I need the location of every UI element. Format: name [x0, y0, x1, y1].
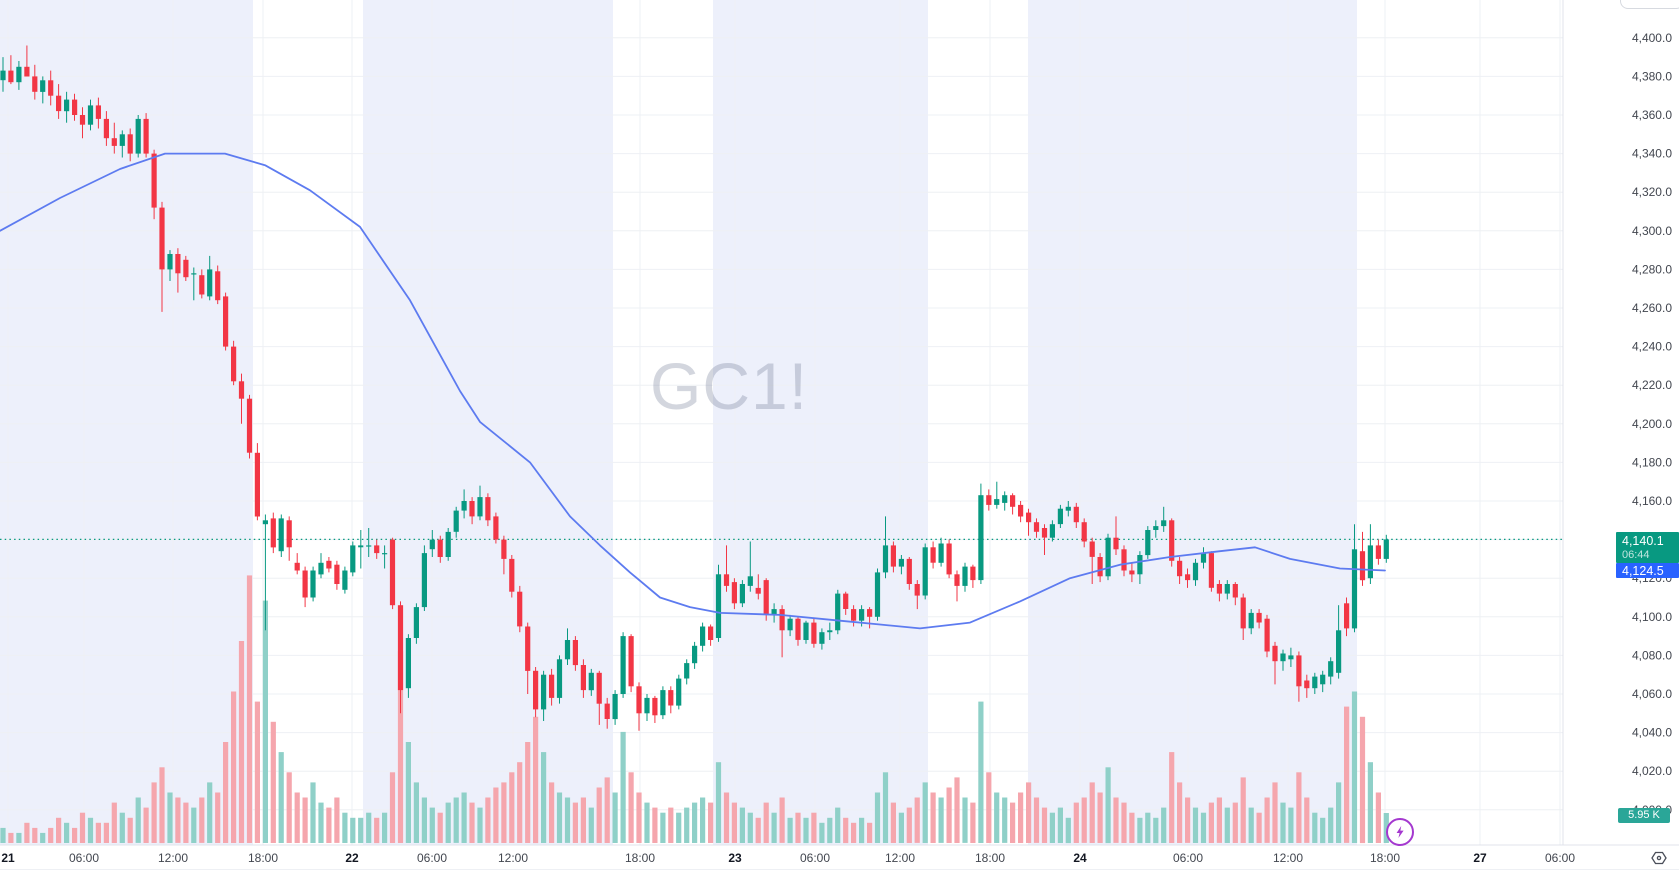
- svg-text:4,080.0: 4,080.0: [1632, 648, 1672, 662]
- flash-boost-button[interactable]: [1386, 818, 1414, 846]
- svg-text:06:00: 06:00: [1173, 851, 1203, 865]
- volume-bars: [0, 575, 1389, 844]
- svg-text:4,300.0: 4,300.0: [1632, 224, 1672, 238]
- floating-toolbar-edge: [1620, 0, 1679, 9]
- reference-price-badge: 4,124.5: [1616, 563, 1679, 578]
- svg-text:4,260.0: 4,260.0: [1632, 301, 1672, 315]
- svg-text:4,340.0: 4,340.0: [1632, 147, 1672, 161]
- svg-text:22: 22: [345, 851, 359, 865]
- candles: [0, 45, 1389, 731]
- svg-text:4,040.0: 4,040.0: [1632, 726, 1672, 740]
- svg-text:12:00: 12:00: [158, 851, 188, 865]
- axis-settings-icon: [1651, 851, 1667, 865]
- bar-countdown: 06:44: [1622, 549, 1650, 561]
- svg-text:4,400.0: 4,400.0: [1632, 31, 1672, 45]
- svg-text:18:00: 18:00: [248, 851, 278, 865]
- svg-text:4,220.0: 4,220.0: [1632, 378, 1672, 392]
- svg-text:27: 27: [1473, 851, 1487, 865]
- time-axis-panel[interactable]: [0, 845, 1679, 872]
- svg-text:4,180.0: 4,180.0: [1632, 455, 1672, 469]
- svg-text:4,240.0: 4,240.0: [1632, 340, 1672, 354]
- svg-text:4,100.0: 4,100.0: [1632, 610, 1672, 624]
- svg-text:18:00: 18:00: [975, 851, 1005, 865]
- svg-text:4,320.0: 4,320.0: [1632, 185, 1672, 199]
- svg-text:24: 24: [1073, 851, 1087, 865]
- svg-text:06:00: 06:00: [69, 851, 99, 865]
- svg-text:4,020.0: 4,020.0: [1632, 764, 1672, 778]
- lightning-icon: [1396, 826, 1404, 838]
- svg-text:4,160.0: 4,160.0: [1632, 494, 1672, 508]
- svg-text:12:00: 12:00: [498, 851, 528, 865]
- last-price-badge: 4,140.1 06:44: [1616, 532, 1679, 563]
- svg-text:12:00: 12:00: [885, 851, 915, 865]
- svg-text:06:00: 06:00: [800, 851, 830, 865]
- svg-text:4,200.0: 4,200.0: [1632, 417, 1672, 431]
- svg-text:23: 23: [728, 851, 742, 865]
- svg-text:21: 21: [1, 851, 15, 865]
- time-axis-labels: 21 06:00 12:00 18:00 22 06:00 12:00 18:00 23 06:0…: [1, 851, 1575, 865]
- svg-text:06:00: 06:00: [1545, 851, 1575, 865]
- volume-value-badge: 5.95 K: [1618, 808, 1670, 823]
- symbol-watermark: GC1!: [650, 349, 809, 423]
- ma-line: [0, 152, 1386, 630]
- price-axis-panel[interactable]: [1563, 0, 1679, 872]
- svg-text:12:00: 12:00: [1273, 851, 1303, 865]
- svg-text:18:00: 18:00: [1370, 851, 1400, 865]
- svg-text:4,380.0: 4,380.0: [1632, 69, 1672, 83]
- svg-text:18:00: 18:00: [625, 851, 655, 865]
- time-axis-settings-button[interactable]: [1650, 849, 1668, 867]
- svg-text:4,280.0: 4,280.0: [1632, 262, 1672, 276]
- last-price-value: 4,140.1: [1622, 534, 1664, 548]
- svg-text:4,360.0: 4,360.0: [1632, 108, 1672, 122]
- svg-text:06:00: 06:00: [417, 851, 447, 865]
- grid: [0, 0, 1563, 845]
- svg-text:4,060.0: 4,060.0: [1632, 687, 1672, 701]
- price-axis-labels: 4,400.0 4,380.0 4,360.0 4,340.0 4,320.0 4,300…: [1632, 31, 1672, 817]
- session-bands: [0, 0, 1357, 845]
